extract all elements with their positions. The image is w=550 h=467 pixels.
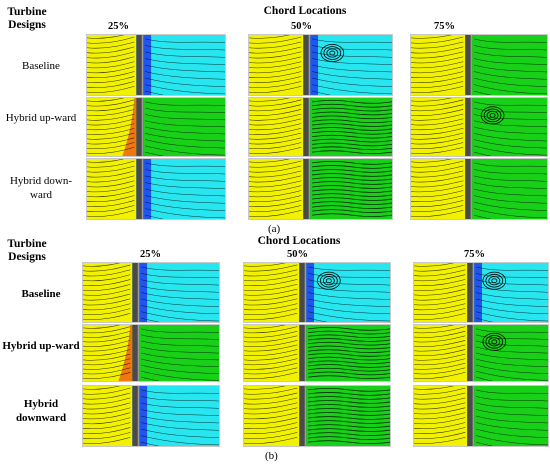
streamline-image-b-baseline-50 [243, 262, 391, 323]
row-label-baseline: Baseline [22, 60, 60, 72]
row-label-hybrid-downward: Hybrid down-ward [9, 175, 73, 201]
streamline-plot [249, 35, 392, 95]
streamline-image-a-hybrid-downward-50 [248, 158, 393, 220]
designs-header: Turbine Designs [7, 238, 47, 263]
streamline-image-b-baseline-75 [413, 262, 549, 323]
col-label-25: 25% [108, 21, 129, 32]
caption-a: (a) [268, 223, 281, 235]
streamline-plot [249, 159, 392, 219]
streamline-plot [414, 386, 548, 446]
streamline-plot [83, 386, 219, 446]
streamline-plot [87, 159, 225, 219]
streamline-image-a-hybrid-upward-50 [248, 97, 393, 157]
streamline-plot [411, 35, 547, 95]
streamline-image-a-hybrid-downward-75 [410, 158, 548, 220]
streamline-image-a-hybrid-upward-75 [410, 97, 548, 157]
streamline-image-a-baseline-25 [86, 34, 226, 96]
row-label-baseline: Baseline [21, 288, 61, 300]
streamline-plot [244, 386, 390, 446]
row-label-hybrid-upward: Hybrid up-ward [5, 112, 77, 124]
streamline-plot [83, 325, 219, 381]
streamline-image-a-baseline-50 [248, 34, 393, 96]
streamline-plot [83, 263, 219, 322]
designs-header: Turbine Designs [7, 6, 47, 31]
streamline-plot [249, 98, 392, 156]
streamline-image-a-hybrid-upward-25 [86, 97, 226, 157]
streamline-plot [414, 325, 548, 381]
streamline-plot [244, 325, 390, 381]
streamline-image-a-hybrid-downward-25 [86, 158, 226, 220]
col-label-50: 50% [291, 21, 312, 32]
streamline-plot [411, 98, 547, 156]
caption-b: (b) [265, 450, 278, 462]
streamline-plot [411, 159, 547, 219]
streamline-plot [414, 263, 548, 322]
col-label-75: 75% [464, 249, 485, 260]
chord-header: Chord Locations [263, 5, 347, 17]
streamline-plot [87, 98, 225, 156]
streamline-image-b-hybrid-upward-50 [243, 324, 391, 382]
streamline-image-a-baseline-75 [410, 34, 548, 96]
streamline-image-b-hybrid-upward-25 [82, 324, 220, 382]
col-label-25: 25% [140, 249, 161, 260]
streamline-image-b-baseline-25 [82, 262, 220, 323]
streamline-plot [87, 35, 225, 95]
streamline-image-b-hybrid-downward-50 [243, 385, 391, 447]
col-label-50: 50% [287, 249, 308, 260]
streamline-plot [244, 263, 390, 322]
col-label-75: 75% [434, 21, 455, 32]
streamline-image-b-hybrid-downward-75 [413, 385, 549, 447]
chord-header: Chord Locations [257, 235, 341, 247]
streamline-image-b-hybrid-downward-25 [82, 385, 220, 447]
row-label-hybrid-upward: Hybrid up-ward [2, 340, 80, 352]
streamline-image-b-hybrid-upward-75 [413, 324, 549, 382]
row-label-hybrid-downward: Hybrid downward [15, 398, 67, 424]
